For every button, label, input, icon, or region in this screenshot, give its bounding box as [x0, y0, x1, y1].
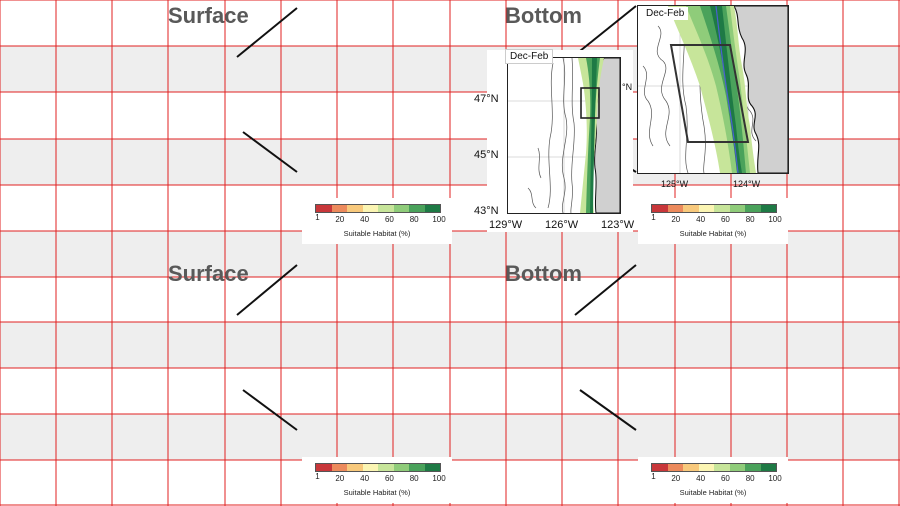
colorbar-swatch: [378, 205, 394, 212]
colorbar-tick-label: 100: [768, 474, 782, 483]
colorbar-swatch: [424, 205, 440, 212]
title-bottom-lower: Bottom: [505, 261, 582, 286]
colorbar-tick-label: 20: [671, 215, 681, 224]
colorbar-tick-label: 1: [315, 213, 320, 222]
inset-map: [637, 5, 789, 174]
colorbar-swatch: [316, 205, 332, 212]
colorbar-swatch: [714, 205, 730, 212]
colorbar-label: Suitable Habitat (%): [343, 229, 411, 238]
colorbar-swatch: [760, 205, 776, 212]
colorbar-tick-label: 80: [745, 474, 755, 483]
colorbar-tick-label: 60: [720, 474, 730, 483]
colorbar-tick-label: 1: [651, 472, 656, 481]
colorbar-swatch: [393, 205, 409, 212]
colorbar-tick-label: 20: [335, 474, 345, 483]
inset-box: [580, 87, 600, 119]
colorbar-swatch: [729, 205, 745, 212]
main-lat-label-47: 47°N: [474, 93, 499, 105]
colorbar-swatch: [698, 205, 714, 212]
colorbar-tick-label: 1: [315, 472, 320, 481]
colorbar-swatch: [714, 464, 730, 471]
colorbar-top-right: 1 20 40 60 80 100 Suitable Habitat (%): [638, 198, 788, 244]
inset-lon-label-124: 124°W: [733, 179, 761, 189]
colorbar-swatch: [667, 464, 683, 471]
colorbar-tick-label: 40: [696, 215, 706, 224]
colorbar-swatch: [378, 464, 394, 471]
main-map-plot: [508, 58, 620, 213]
colorbar-swatch: [347, 205, 363, 212]
colorbar-swatch: [760, 464, 776, 471]
inset-map-plot: [638, 6, 788, 173]
colorbar-top-left: 1 20 40 60 80 100 Suitable Habitat (%): [302, 198, 452, 244]
habitat-band: [710, 6, 742, 173]
colorbar-swatch: [347, 464, 363, 471]
colorbar-label: Suitable Habitat (%): [679, 488, 747, 497]
colorbar-gradient: [651, 463, 777, 472]
colorbar-swatch: [745, 205, 761, 212]
colorbar-gradient: [315, 204, 441, 213]
inset-lat-label: °N: [622, 82, 633, 92]
main-lat-label-45: 45°N: [474, 149, 499, 161]
colorbar-tick-label: 60: [720, 215, 730, 224]
inset-lon-label-125: 125°W: [661, 179, 689, 189]
colorbar-gradient: [315, 463, 441, 472]
main-map: [507, 57, 621, 214]
colorbar-tick-label: 80: [409, 474, 419, 483]
colorbar-swatch: [362, 205, 378, 212]
colorbar-bottom-right: 1 20 40 60 80 100 Suitable Habitat (%): [638, 457, 788, 503]
land: [724, 6, 788, 173]
title-bottom-top: Bottom: [505, 3, 582, 28]
colorbar-tick-label: 100: [768, 215, 782, 224]
colorbar-swatch: [652, 464, 668, 471]
colorbar-ticks: 1 20 40 60 80 100: [315, 213, 445, 227]
main-lon-label-126: 126°W: [545, 219, 579, 231]
main-lat-label-43: 43°N: [474, 205, 499, 217]
main-lon-label-129: 129°W: [489, 219, 523, 231]
colorbar-gradient: [651, 204, 777, 213]
main-lon-label-123: 123°W: [601, 219, 635, 231]
habitat-band: [590, 58, 597, 213]
colorbar-swatch: [683, 205, 699, 212]
colorbar-swatch: [683, 464, 699, 471]
colorbar-tick-label: 100: [432, 215, 446, 224]
colorbar-swatch: [409, 464, 425, 471]
colorbar-tick-label: 60: [384, 215, 394, 224]
colorbar-ticks: 1 20 40 60 80 100: [315, 472, 445, 486]
colorbar-tick-label: 80: [745, 215, 755, 224]
colorbar-swatch: [393, 464, 409, 471]
colorbar-swatch: [729, 464, 745, 471]
colorbar-tick-label: 40: [696, 474, 706, 483]
colorbar-tick-label: 80: [409, 215, 419, 224]
colorbar-swatch: [667, 205, 683, 212]
title-surface-lower: Surface: [168, 261, 249, 286]
colorbar-swatch: [331, 205, 347, 212]
colorbar-tick-label: 20: [335, 215, 345, 224]
colorbar-swatch: [652, 205, 668, 212]
inset-map-season-label: Dec-Feb: [642, 7, 689, 20]
colorbar-swatch: [745, 464, 761, 471]
colorbar-ticks: 1 20 40 60 80 100: [651, 472, 781, 486]
colorbar-tick-label: 60: [384, 474, 394, 483]
colorbar-tick-label: 1: [651, 213, 656, 222]
colorbar-swatch: [316, 464, 332, 471]
title-surface-top: Surface: [168, 3, 249, 28]
colorbar-bottom-left: 1 20 40 60 80 100 Suitable Habitat (%): [302, 457, 452, 503]
colorbar-swatch: [331, 464, 347, 471]
colorbar-swatch: [424, 464, 440, 471]
colorbar-tick-label: 20: [671, 474, 681, 483]
colorbar-tick-label: 40: [360, 215, 370, 224]
colorbar-tick-label: 100: [432, 474, 446, 483]
colorbar-swatch: [362, 464, 378, 471]
isobath-line: [715, 6, 739, 173]
colorbar-ticks: 1 20 40 60 80 100: [651, 213, 781, 227]
colorbar-swatch: [409, 205, 425, 212]
colorbar-swatch: [698, 464, 714, 471]
colorbar-label: Suitable Habitat (%): [679, 229, 747, 238]
colorbar-label: Suitable Habitat (%): [343, 488, 411, 497]
inset-subregion-box: [669, 44, 750, 143]
colorbar-tick-label: 40: [360, 474, 370, 483]
main-map-season-label: Dec-Feb: [505, 49, 554, 64]
